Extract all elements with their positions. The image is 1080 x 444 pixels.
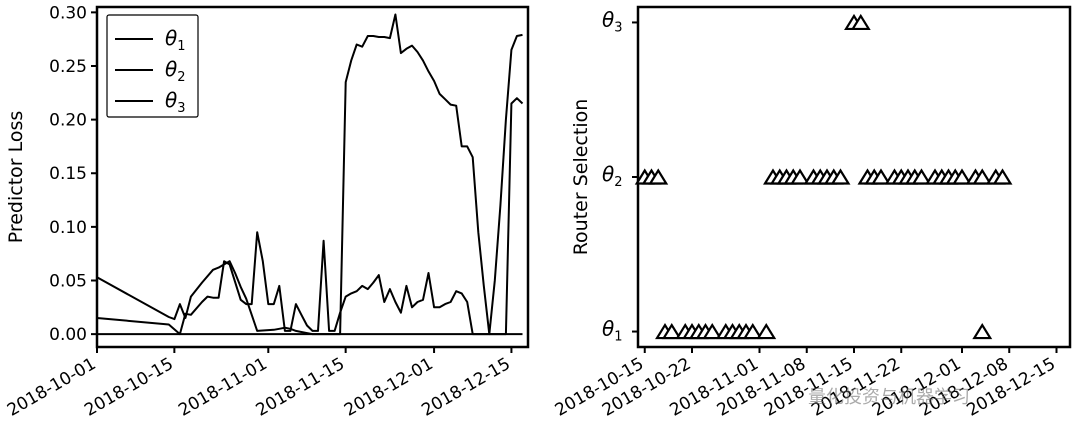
y-tick-label: 0.30 <box>49 3 87 23</box>
loss-chart: 0.000.050.100.150.200.250.302018-10-0120… <box>4 3 530 421</box>
selection-marker <box>972 322 993 340</box>
y-axis-label: Router Selection <box>570 99 592 256</box>
y-axis-label: Predictor Loss <box>5 111 27 244</box>
selection-marker <box>850 13 871 31</box>
selection-marker <box>911 168 932 185</box>
selection-marker <box>702 322 723 340</box>
selection-marker <box>871 168 891 185</box>
selection-marker <box>648 168 669 185</box>
y-tick-label: 0.10 <box>49 218 87 238</box>
y-tick-label: θ2 <box>602 162 623 190</box>
selection-marker <box>992 168 1013 185</box>
selection-marker <box>756 322 777 340</box>
selection-marker <box>952 168 972 185</box>
y-tick-label: θ1 <box>602 317 623 345</box>
y-tick-label: 0.25 <box>49 57 87 77</box>
x-tick-label: 2018-12-15 <box>418 354 514 421</box>
watermark-text: 量化投资与机器学习 <box>808 387 970 408</box>
plot-frame <box>95 5 530 349</box>
y-tick-label: 0.20 <box>49 111 87 131</box>
y-tick-label: 0.05 <box>49 272 87 292</box>
x-tick-label: 2018-11-15 <box>253 354 349 421</box>
selection-marker <box>830 168 851 185</box>
x-tick-label: 2018-10-15 <box>81 354 177 421</box>
selection-marker <box>742 322 763 340</box>
router-chart: θ1θ2θ32018-10-152018-10-222018-11-012018… <box>552 5 1072 421</box>
y-tick-label: θ3 <box>602 7 623 35</box>
selection-marker <box>661 322 682 340</box>
y-tick-label: 0.15 <box>49 164 87 184</box>
selection-marker <box>972 168 993 185</box>
series-line-theta2 <box>96 231 523 336</box>
series-line-theta1 <box>96 97 524 336</box>
y-tick-label: 0.00 <box>49 325 87 345</box>
selection-marker <box>790 168 810 185</box>
series-line-theta3 <box>97 13 523 336</box>
legend-box <box>106 14 199 118</box>
